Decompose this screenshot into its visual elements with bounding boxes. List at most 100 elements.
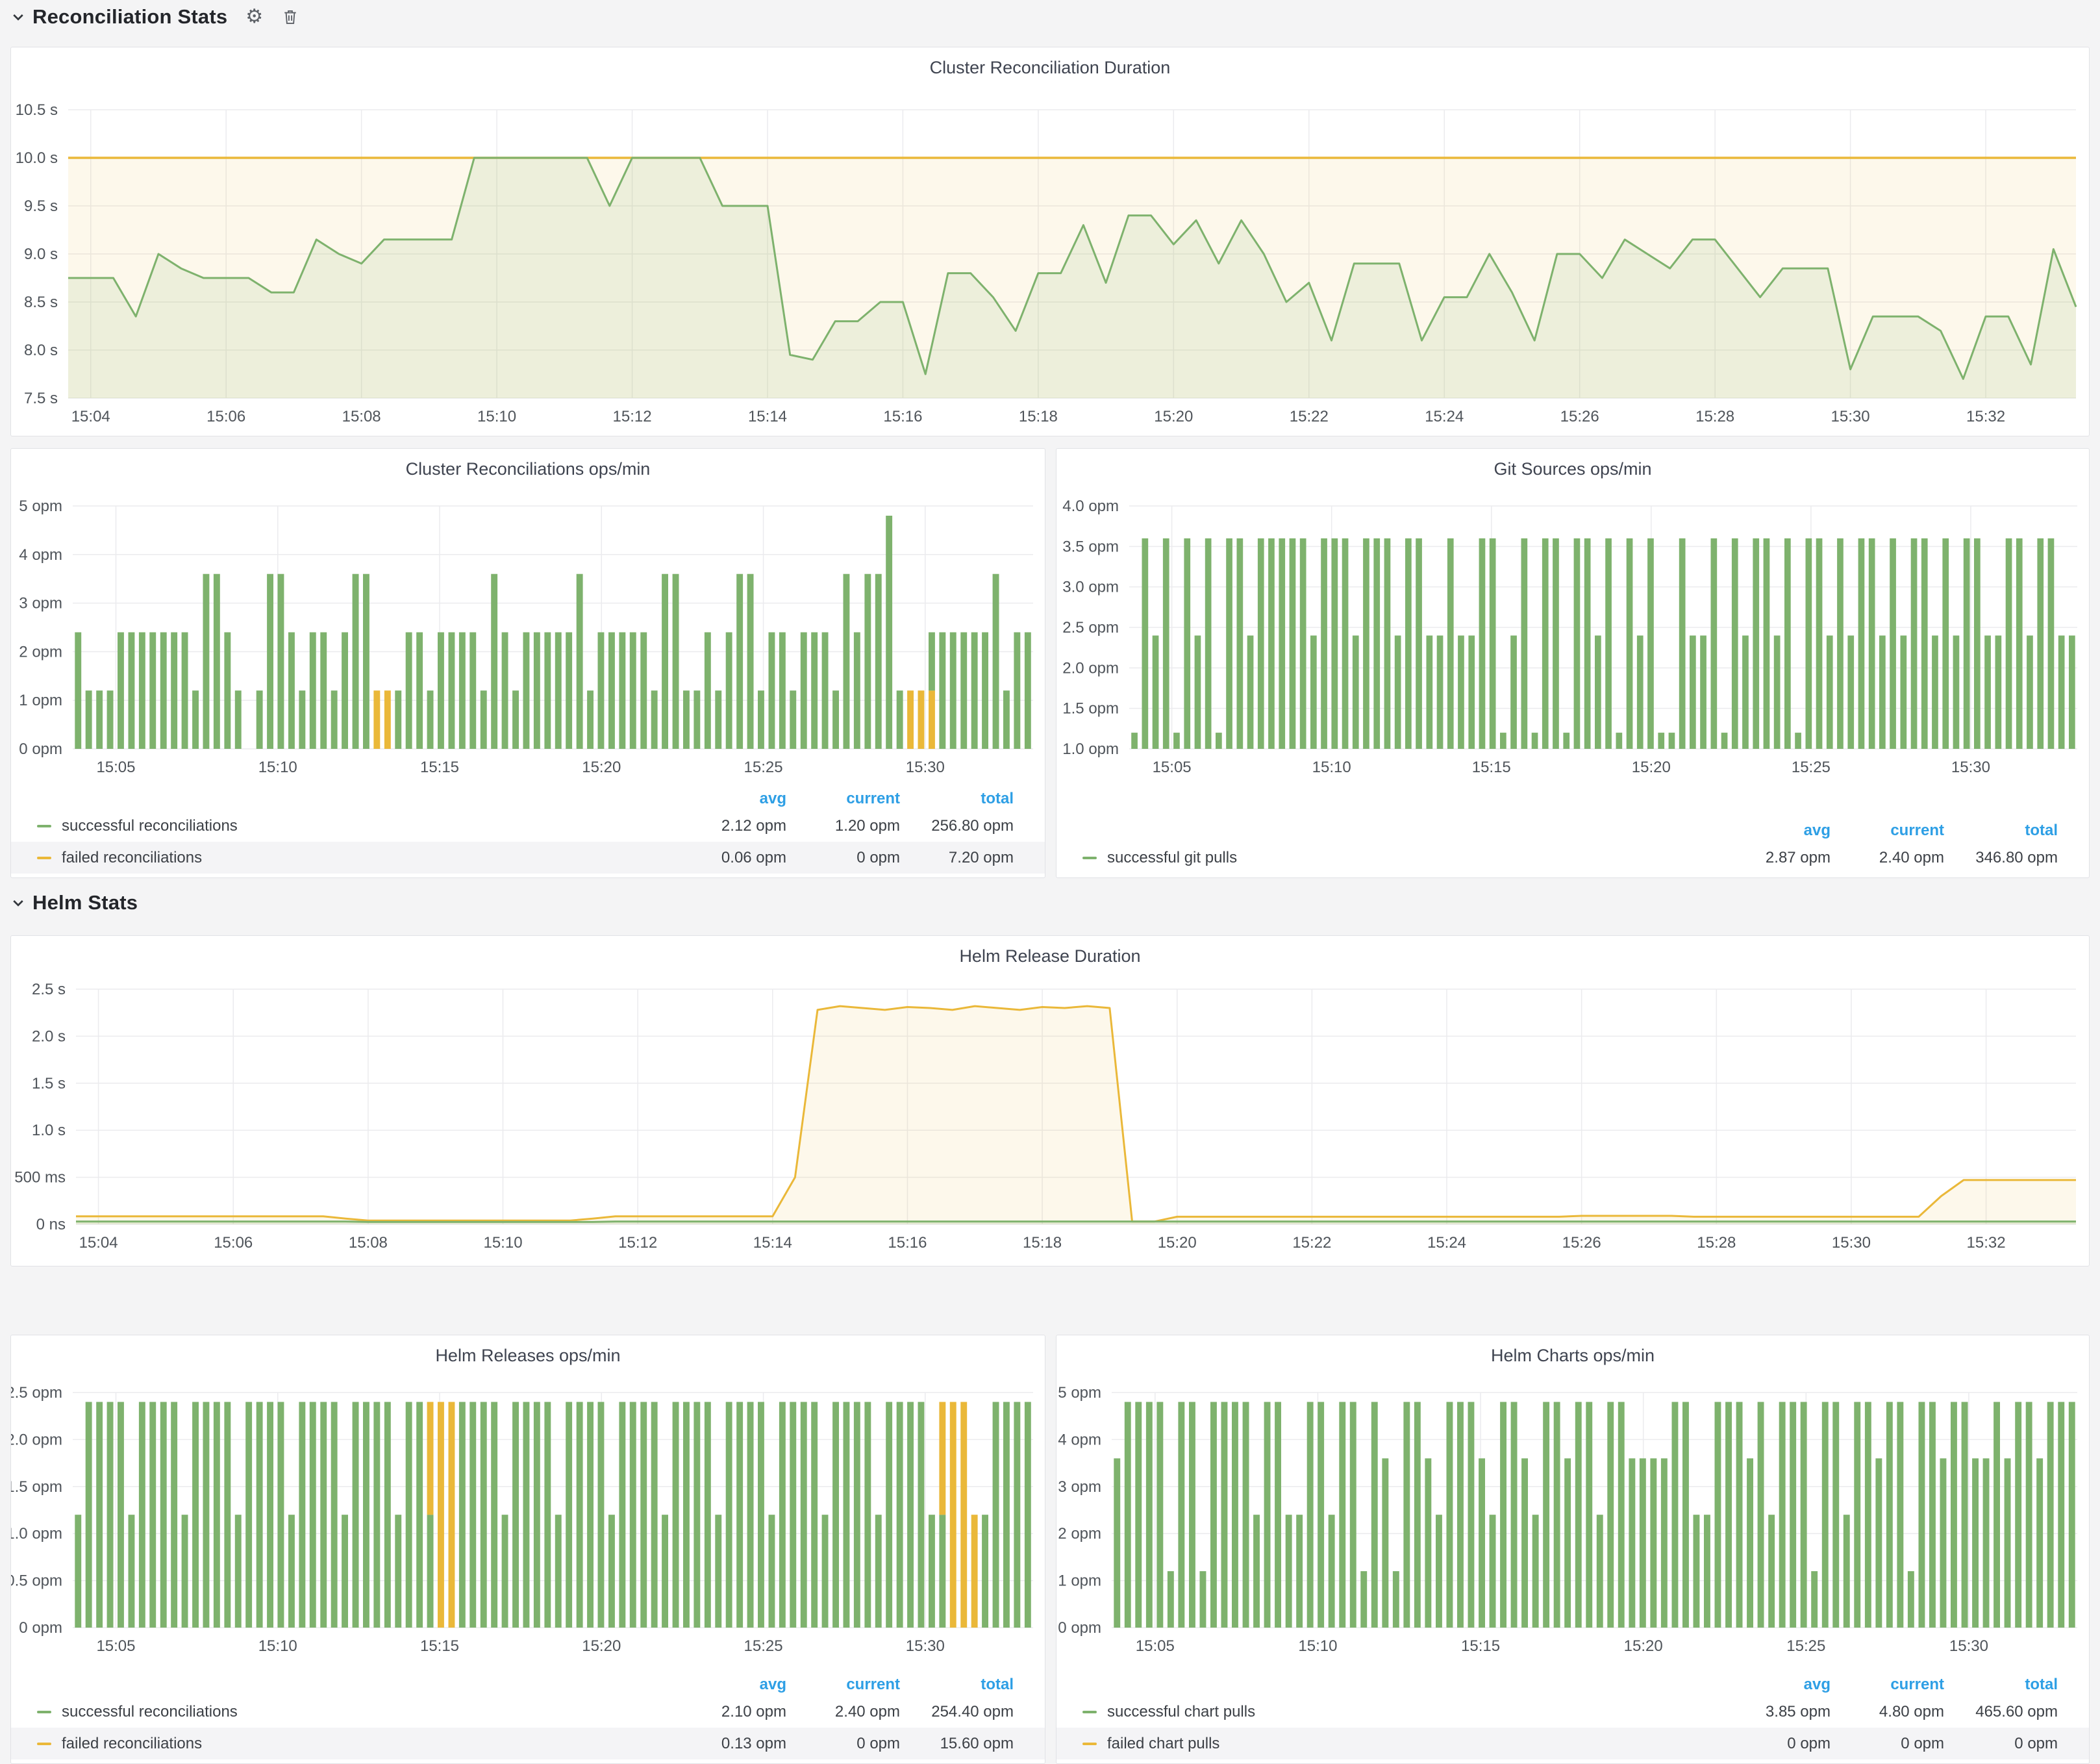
legend-value: 3.85 opm [1765, 1702, 1831, 1720]
helm-releases-chart[interactable]: 15:05 15:10 15:15 15:20 15:25 15:30 2.5 opm 2.0… [11, 1335, 1045, 1668]
panel-title[interactable]: Helm Charts ops/min [1490, 1346, 1655, 1365]
svg-text:15:25: 15:25 [1792, 759, 1831, 776]
legend: avg current total successful reconciliation… [11, 788, 1045, 874]
legend-value: 0 opm [1901, 1734, 1944, 1752]
series-marker [37, 824, 51, 827]
svg-text:15:20: 15:20 [582, 759, 621, 776]
legend-col-total[interactable]: total [2025, 1676, 2058, 1693]
legend-header: avg current total [11, 788, 1045, 810]
svg-text:15:18: 15:18 [1019, 408, 1058, 425]
svg-text:15:22: 15:22 [1290, 408, 1329, 425]
panel-helm-releases: Helm Releases ops/min 15:05 15:10 15:15 15:… [10, 1335, 1045, 1764]
svg-text:15:30: 15:30 [906, 1637, 945, 1655]
series-label[interactable]: failed reconciliations [62, 1734, 203, 1752]
legend-col-avg[interactable]: avg [1803, 1676, 1831, 1693]
svg-text:15:15: 15:15 [420, 1637, 459, 1655]
legend-header: avg current total [1056, 820, 2089, 842]
series-label[interactable]: successful chart pulls [1107, 1702, 1256, 1720]
trash-icon[interactable] [281, 7, 299, 27]
svg-text:1.0 s: 1.0 s [32, 1122, 66, 1139]
svg-text:2.0 opm: 2.0 opm [1062, 659, 1119, 677]
helm-release-duration-chart[interactable]: 15:04 15:06 15:08 15:10 15:12 15:14 15:16 15:18… [11, 936, 2089, 1266]
svg-text:5 opm: 5 opm [19, 498, 62, 515]
svg-text:15:32: 15:32 [1967, 1234, 2006, 1252]
section-title: Reconciliation Stats [32, 5, 228, 28]
svg-text:15:20: 15:20 [1154, 408, 1193, 425]
series-label[interactable]: failed reconciliations [62, 848, 203, 866]
legend-col-current[interactable]: current [846, 790, 900, 807]
series-marker [37, 1710, 51, 1713]
svg-text:2.5 opm: 2.5 opm [11, 1384, 62, 1402]
svg-text:15:20: 15:20 [582, 1637, 621, 1655]
panel-title[interactable]: Helm Releases ops/min [435, 1346, 621, 1365]
svg-text:15:06: 15:06 [214, 1234, 253, 1252]
svg-text:15:20: 15:20 [1624, 1637, 1663, 1655]
legend-col-current[interactable]: current [1890, 1676, 1944, 1693]
gear-icon[interactable]: ⚙ [245, 6, 264, 27]
svg-text:10.5 s: 10.5 s [16, 101, 58, 119]
panel-title[interactable]: Cluster Reconciliations ops/min [405, 459, 651, 479]
series-label[interactable]: failed chart pulls [1107, 1734, 1220, 1752]
legend-col-avg[interactable]: avg [759, 1676, 786, 1693]
svg-text:15:04: 15:04 [79, 1234, 118, 1252]
svg-text:15:22: 15:22 [1292, 1234, 1331, 1252]
svg-text:15:12: 15:12 [613, 408, 652, 425]
svg-text:15:24: 15:24 [1425, 408, 1464, 425]
helm-charts-chart[interactable]: 15:05 15:10 15:15 15:20 15:25 15:30 5 opm 4 opm… [1056, 1335, 2089, 1668]
svg-text:0 opm: 0 opm [19, 740, 62, 758]
svg-text:2.5 s: 2.5 s [32, 981, 66, 998]
svg-text:15:10: 15:10 [477, 408, 516, 425]
legend-col-total[interactable]: total [2025, 822, 2058, 839]
series-label[interactable]: successful git pulls [1107, 848, 1238, 866]
svg-text:2.0 opm: 2.0 opm [11, 1431, 62, 1448]
svg-text:15:26: 15:26 [1562, 1234, 1601, 1252]
chevron-down-icon [10, 895, 26, 911]
svg-text:2.5 opm: 2.5 opm [1062, 619, 1119, 636]
svg-text:4.0 opm: 4.0 opm [1062, 498, 1119, 515]
legend-col-total[interactable]: total [981, 790, 1014, 807]
panel-title[interactable]: Git Sources ops/min [1494, 459, 1652, 479]
legend-value: 0 opm [1787, 1734, 1831, 1752]
series-label[interactable]: successful reconciliations [62, 1702, 238, 1720]
cluster-reconciliations-chart[interactable]: 15:05 15:10 15:15 15:20 15:25 15:30 5 opm 4 opm… [11, 449, 1045, 780]
legend-col-avg[interactable]: avg [759, 790, 786, 807]
git-sources-chart[interactable]: 15:05 15:10 15:15 15:20 15:25 15:30 4.0 opm 3.5… [1056, 449, 2089, 780]
panel-helm-charts: Helm Charts ops/min 15:05 15:10 15:15 15:20… [1056, 1335, 2090, 1764]
legend-col-current[interactable]: current [846, 1676, 900, 1693]
legend-header: avg current total [11, 1674, 1045, 1696]
svg-text:1.0 opm: 1.0 opm [11, 1525, 62, 1543]
svg-text:15:30: 15:30 [1832, 1234, 1871, 1252]
svg-text:15:25: 15:25 [1786, 1637, 1825, 1655]
svg-text:15:05: 15:05 [1136, 1637, 1175, 1655]
legend-row: failed reconciliations 0.06 opm 0 opm 7.20 … [11, 842, 1045, 874]
legend-row: failed chart pulls 0 opm 0 opm 0 opm [1056, 1728, 2089, 1759]
panel-title[interactable]: Cluster Reconciliation Duration [929, 58, 1171, 77]
svg-text:3.5 opm: 3.5 opm [1062, 538, 1119, 555]
svg-text:15:30: 15:30 [906, 759, 945, 776]
svg-text:15:24: 15:24 [1427, 1234, 1466, 1252]
panel-title[interactable]: Helm Release Duration [959, 946, 1141, 966]
svg-text:15:15: 15:15 [1461, 1637, 1500, 1655]
legend-col-total[interactable]: total [981, 1676, 1014, 1693]
svg-text:2.0 s: 2.0 s [32, 1027, 66, 1045]
legend-col-current[interactable]: current [1890, 822, 1944, 839]
series-label[interactable]: successful reconciliations [62, 816, 238, 835]
svg-text:9.0 s: 9.0 s [24, 246, 58, 263]
section-reconciliation-stats[interactable]: Reconciliation Stats ⚙ [10, 3, 299, 31]
legend-value: 2.40 opm [1879, 848, 1944, 866]
section-helm-stats[interactable]: Helm Stats [10, 888, 138, 917]
legend-col-avg[interactable]: avg [1803, 822, 1831, 839]
svg-text:15:05: 15:05 [96, 759, 135, 776]
svg-text:15:15: 15:15 [420, 759, 459, 776]
legend-value: 465.60 opm [1975, 1702, 2058, 1720]
svg-text:5 opm: 5 opm [1058, 1384, 1101, 1402]
cluster-reconciliation-duration-chart[interactable]: 15:04 15:06 15:08 15:10 15:12 15:14 15:16 15:18… [11, 47, 2089, 436]
section-title: Helm Stats [32, 891, 138, 914]
legend-value: 2.87 opm [1765, 848, 1831, 866]
svg-text:4 opm: 4 opm [1058, 1431, 1101, 1448]
svg-text:15:25: 15:25 [744, 1637, 783, 1655]
svg-text:3.0 opm: 3.0 opm [1062, 579, 1119, 596]
legend-value: 2.10 opm [721, 1702, 786, 1720]
svg-text:4 opm: 4 opm [19, 546, 62, 564]
legend-value: 346.80 opm [1975, 848, 2058, 866]
